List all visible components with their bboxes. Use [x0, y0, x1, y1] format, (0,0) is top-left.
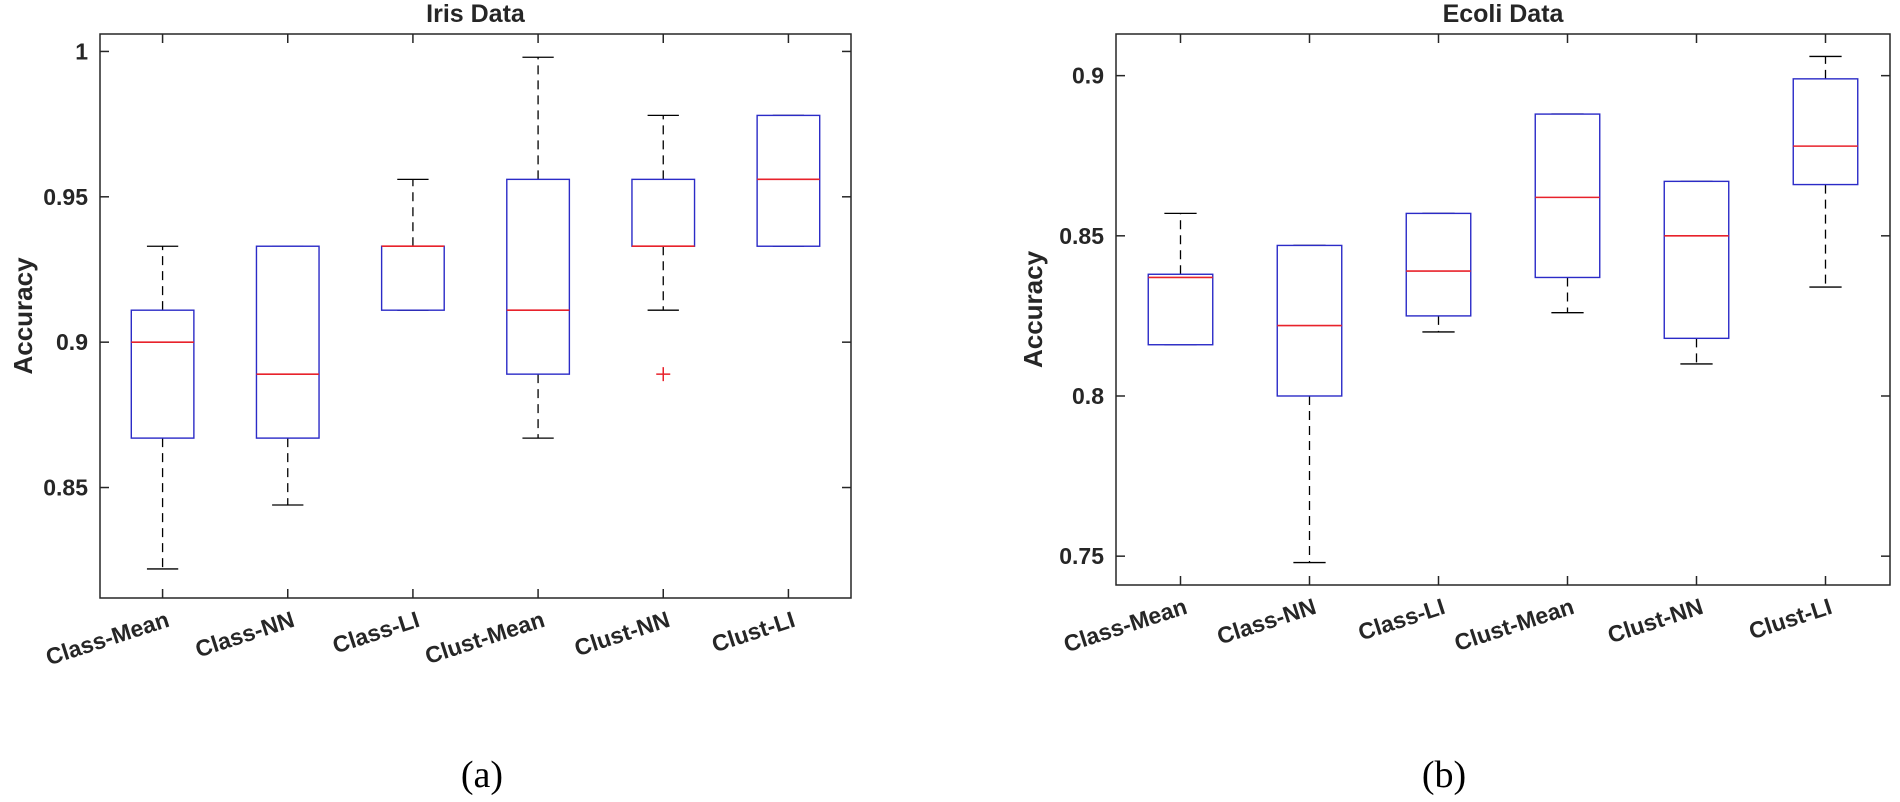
box-clust-nn — [1663, 180, 1730, 365]
box-class-mean — [1147, 212, 1214, 346]
box-clust-li — [756, 114, 821, 247]
iqr-box — [506, 178, 571, 375]
y-tick-label: 0.9 — [1072, 63, 1104, 89]
box-clust-mean — [506, 56, 571, 439]
plot-area — [1115, 33, 1891, 586]
figure-caption: (a) — [461, 754, 503, 796]
y-tick-label: 0.95 — [43, 184, 88, 210]
y-tick-label: 0.85 — [43, 475, 88, 501]
iqr-box — [1405, 212, 1472, 317]
x-tick-label: Class-Mean — [1060, 593, 1190, 657]
chart-title: Iris Data — [426, 0, 526, 28]
x-tick-label: Clust-LI — [1746, 593, 1835, 644]
figure-caption: (b) — [1422, 754, 1466, 796]
y-axis-label: Accuracy — [1018, 250, 1048, 368]
iqr-box — [756, 114, 821, 247]
y-tick-label: 0.85 — [1059, 223, 1104, 249]
y-tick-label: 0.9 — [56, 329, 88, 355]
box-clust-li — [1792, 55, 1859, 288]
x-tick-label: Class-NN — [192, 606, 297, 662]
iqr-box — [631, 178, 696, 247]
x-tick-label: Class-NN — [1214, 593, 1319, 649]
x-tick-label: Class-Mean — [43, 606, 173, 670]
box-class-li — [1405, 212, 1472, 333]
box-clust-nn — [631, 114, 696, 382]
x-tick-label: Class-LI — [1355, 593, 1448, 645]
plot-area — [99, 33, 852, 599]
x-tick-label: Class-LI — [329, 606, 422, 658]
y-tick-label: 0.75 — [1059, 543, 1104, 569]
iqr-box — [1663, 180, 1730, 340]
y-tick-label: 1 — [75, 38, 88, 64]
iqr-box — [1147, 273, 1214, 346]
box-class-mean — [130, 245, 195, 570]
x-tick-label: Clust-Mean — [422, 606, 548, 669]
box-class-li — [380, 178, 445, 311]
box-clust-mean — [1534, 113, 1601, 314]
x-tick-label: Clust-LI — [709, 606, 798, 657]
iris-data-chart: Iris Data 0.85 0.9 0.95 1 Accuracy Class-Mean C… — [8, 0, 852, 796]
y-axis-label: Accuracy — [8, 257, 38, 375]
box-class-nn — [1276, 244, 1343, 564]
box-class-nn — [255, 245, 320, 506]
ecoli-data-chart: Ecoli Data 0.75 0.8 0.85 0.9 Accuracy Class-Me… — [1018, 0, 1891, 796]
outlier-marker — [656, 367, 671, 382]
x-tick-label: Clust-NN — [1604, 593, 1706, 648]
iqr-box — [255, 245, 320, 439]
y-tick-label: 0.8 — [1072, 383, 1104, 409]
iqr-box — [130, 309, 195, 439]
iqr-box — [380, 245, 445, 311]
x-tick-label: Clust-NN — [571, 606, 673, 661]
iqr-box — [1276, 244, 1343, 397]
chart-title: Ecoli Data — [1443, 0, 1565, 28]
iqr-box — [1792, 78, 1859, 186]
x-tick-label: Clust-Mean — [1451, 593, 1577, 656]
iqr-box — [1534, 113, 1601, 279]
